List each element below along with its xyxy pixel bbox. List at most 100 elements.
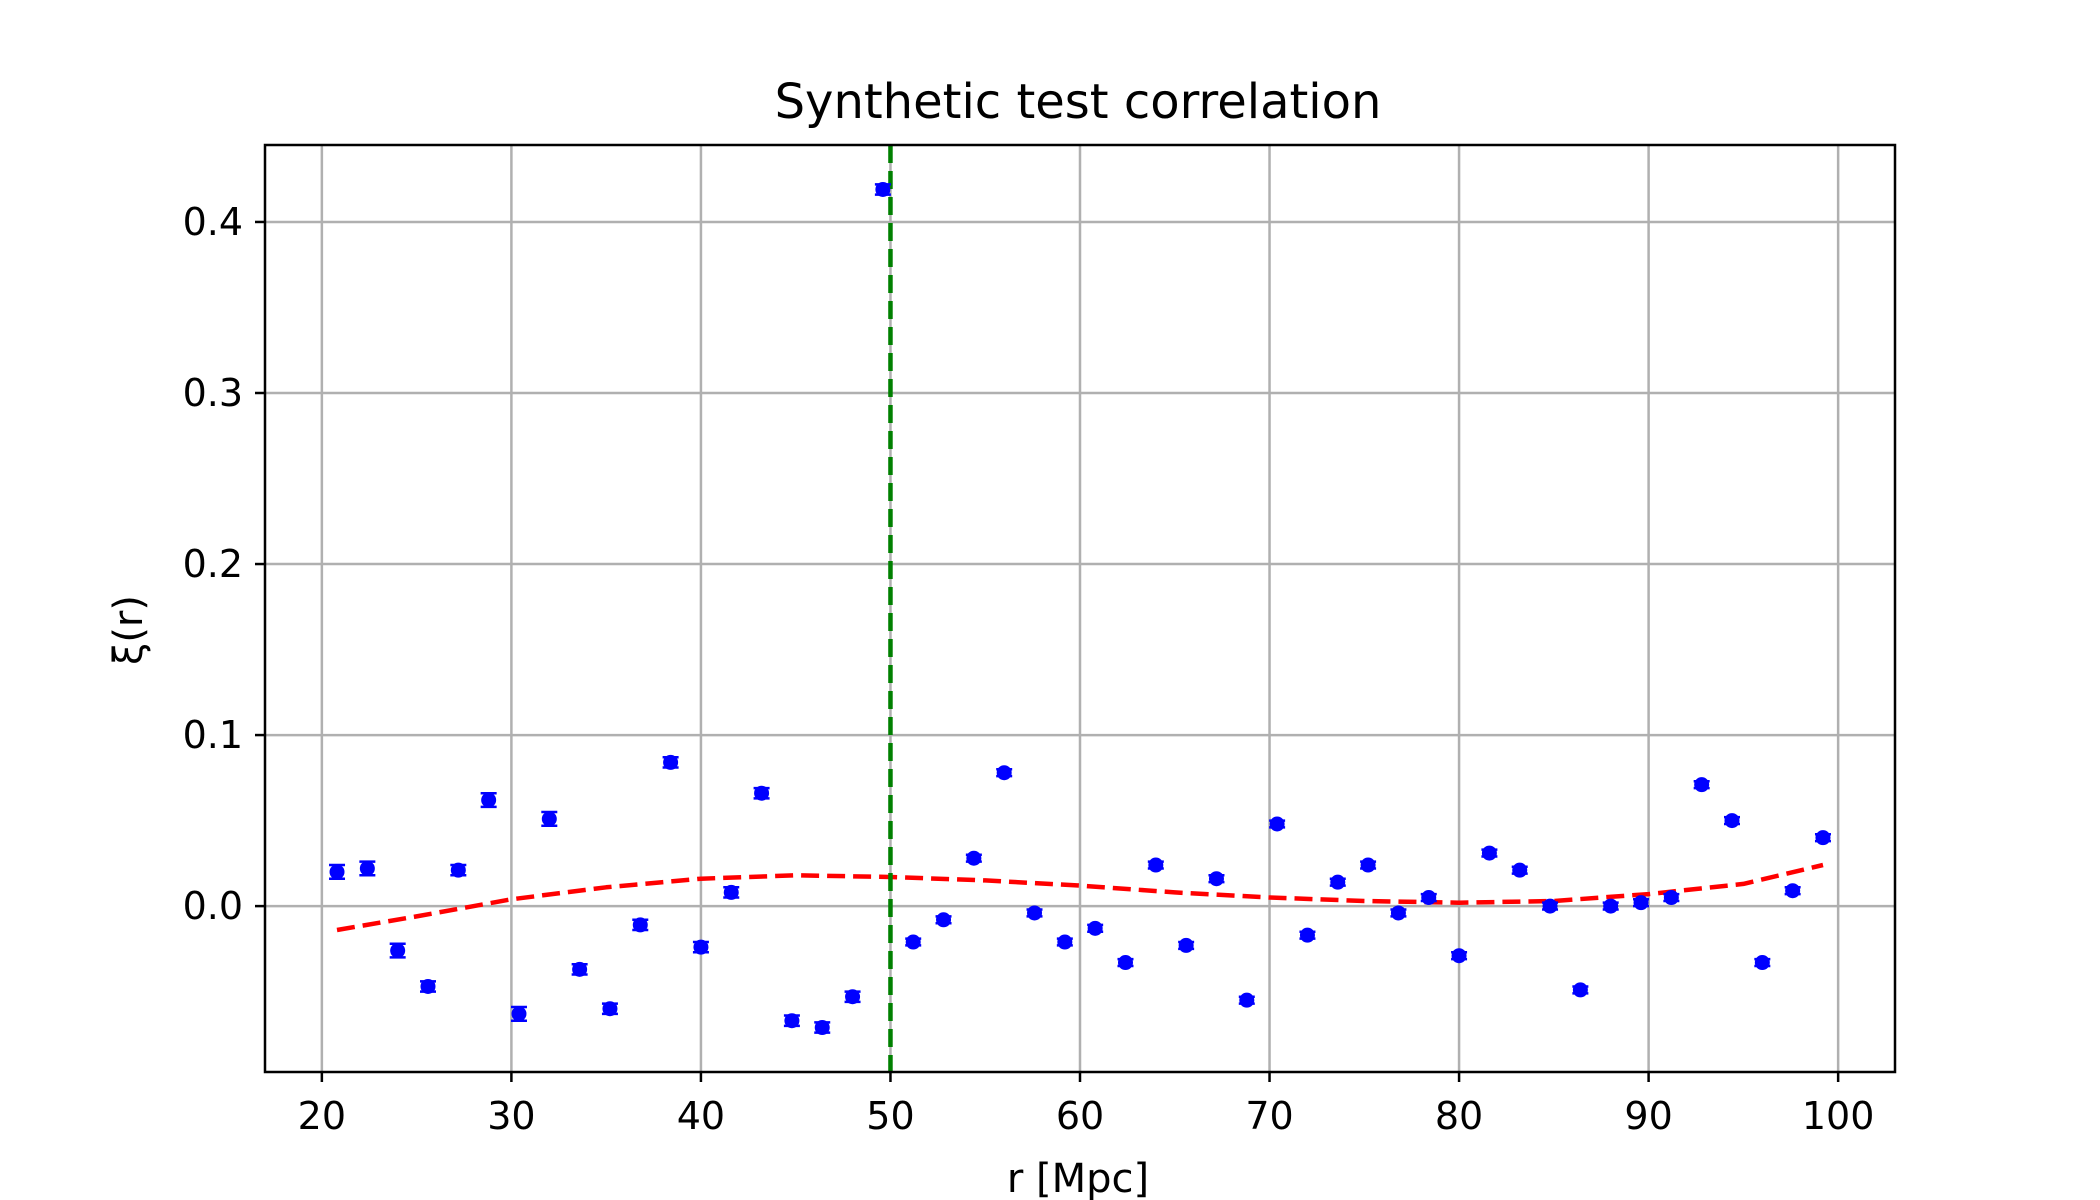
data-point <box>480 791 497 809</box>
x-tick-label: 80 <box>1435 1094 1483 1138</box>
data-point-marker <box>1694 777 1710 793</box>
data-point-marker <box>1148 857 1164 873</box>
data-point-marker <box>966 850 982 866</box>
data-point-marker <box>481 792 497 808</box>
data-point-marker <box>1178 937 1194 953</box>
data-point-marker <box>1572 982 1588 998</box>
data-point <box>723 884 740 900</box>
data-point-marker <box>1239 992 1255 1008</box>
x-tick-label: 20 <box>298 1094 346 1138</box>
data-point-marker <box>1057 934 1073 950</box>
data-point-marker <box>1117 955 1133 971</box>
data-point <box>1056 934 1073 950</box>
data-point <box>1542 898 1559 914</box>
data-point <box>1814 830 1831 846</box>
data-point <box>1511 862 1528 878</box>
data-point <box>814 1020 831 1036</box>
data-point <box>996 765 1013 781</box>
data-point <box>1238 992 1255 1008</box>
data-point <box>1572 982 1589 998</box>
x-tick-label: 60 <box>1056 1094 1104 1138</box>
data-point-marker <box>1603 898 1619 914</box>
data-point <box>1602 898 1619 914</box>
data-point-marker <box>329 864 345 880</box>
data-point <box>965 850 982 866</box>
data-point <box>783 1013 800 1029</box>
y-tick-label: 0.3 <box>183 371 243 415</box>
data-point-marker <box>936 912 952 928</box>
y-tick-label: 0.4 <box>183 200 243 244</box>
data-point-marker <box>1481 845 1497 861</box>
data-point <box>1360 857 1377 873</box>
data-point-marker <box>1269 816 1285 832</box>
data-point-marker <box>1421 890 1437 906</box>
x-tick-label: 90 <box>1624 1094 1672 1138</box>
data-point <box>935 912 952 928</box>
chart-title: Synthetic test correlation <box>775 74 1382 130</box>
y-ticks: 0.0 0.1 0.2 0.3 0.4 <box>183 200 265 928</box>
data-point <box>1724 813 1740 829</box>
y-tick-label: 0.0 <box>183 884 243 928</box>
data-point-marker <box>693 939 709 955</box>
data-point-marker <box>996 765 1012 781</box>
data-point-marker <box>359 860 375 876</box>
data-point-marker <box>784 1013 800 1029</box>
data-point <box>1147 857 1164 873</box>
data-point-marker <box>1087 920 1103 936</box>
data-point-marker <box>845 989 861 1005</box>
data-point <box>571 961 588 977</box>
data-point <box>450 862 467 878</box>
x-axis-label: r [Mpc] <box>1007 1156 1149 1200</box>
data-point-marker <box>1785 883 1801 899</box>
data-point <box>692 939 709 955</box>
data-point-marker <box>663 754 679 770</box>
grid <box>265 145 1895 1072</box>
data-point-marker <box>1027 905 1043 921</box>
data-point-marker <box>450 862 466 878</box>
x-tick-label: 100 <box>1802 1094 1875 1138</box>
data-point-marker <box>1299 927 1315 943</box>
data-point <box>1693 777 1710 793</box>
y-axis-label: ξ(r) <box>106 595 152 665</box>
data-point-marker <box>1815 830 1831 846</box>
data-point-marker <box>1208 871 1224 887</box>
data-point <box>601 1001 618 1017</box>
data-point <box>359 860 376 877</box>
data-point-marker <box>1512 862 1528 878</box>
data-point <box>420 978 436 994</box>
y-tick-label: 0.1 <box>183 713 243 757</box>
data-point <box>1420 890 1437 906</box>
data-point <box>1087 920 1104 936</box>
data-point <box>510 1005 527 1022</box>
x-tick-label: 70 <box>1245 1094 1293 1138</box>
data-point-marker <box>754 785 770 801</box>
data-point <box>1754 955 1771 971</box>
data-points <box>329 181 1831 1036</box>
data-point <box>1663 890 1680 906</box>
data-point-marker <box>541 811 557 827</box>
fit-curve-layer <box>336 862 1824 933</box>
data-point-marker <box>420 978 436 994</box>
data-point-marker <box>814 1020 830 1036</box>
data-point-marker <box>1633 895 1649 911</box>
data-point-marker <box>1360 857 1376 873</box>
x-tick-label: 50 <box>866 1094 914 1138</box>
data-point <box>1784 883 1801 899</box>
data-point <box>1026 905 1043 921</box>
data-point <box>329 863 346 880</box>
data-point-marker <box>1542 898 1558 914</box>
data-point <box>1451 948 1468 964</box>
data-point-marker <box>572 961 588 977</box>
data-point-marker <box>1390 905 1406 921</box>
data-point <box>389 942 406 959</box>
y-tick-label: 0.2 <box>183 542 243 586</box>
data-point <box>1633 895 1650 911</box>
data-point <box>1117 955 1134 971</box>
data-point-marker <box>723 884 739 900</box>
data-point <box>1269 816 1286 832</box>
x-tick-label: 30 <box>487 1094 535 1138</box>
data-point-marker <box>511 1006 527 1022</box>
data-point <box>1178 937 1195 953</box>
